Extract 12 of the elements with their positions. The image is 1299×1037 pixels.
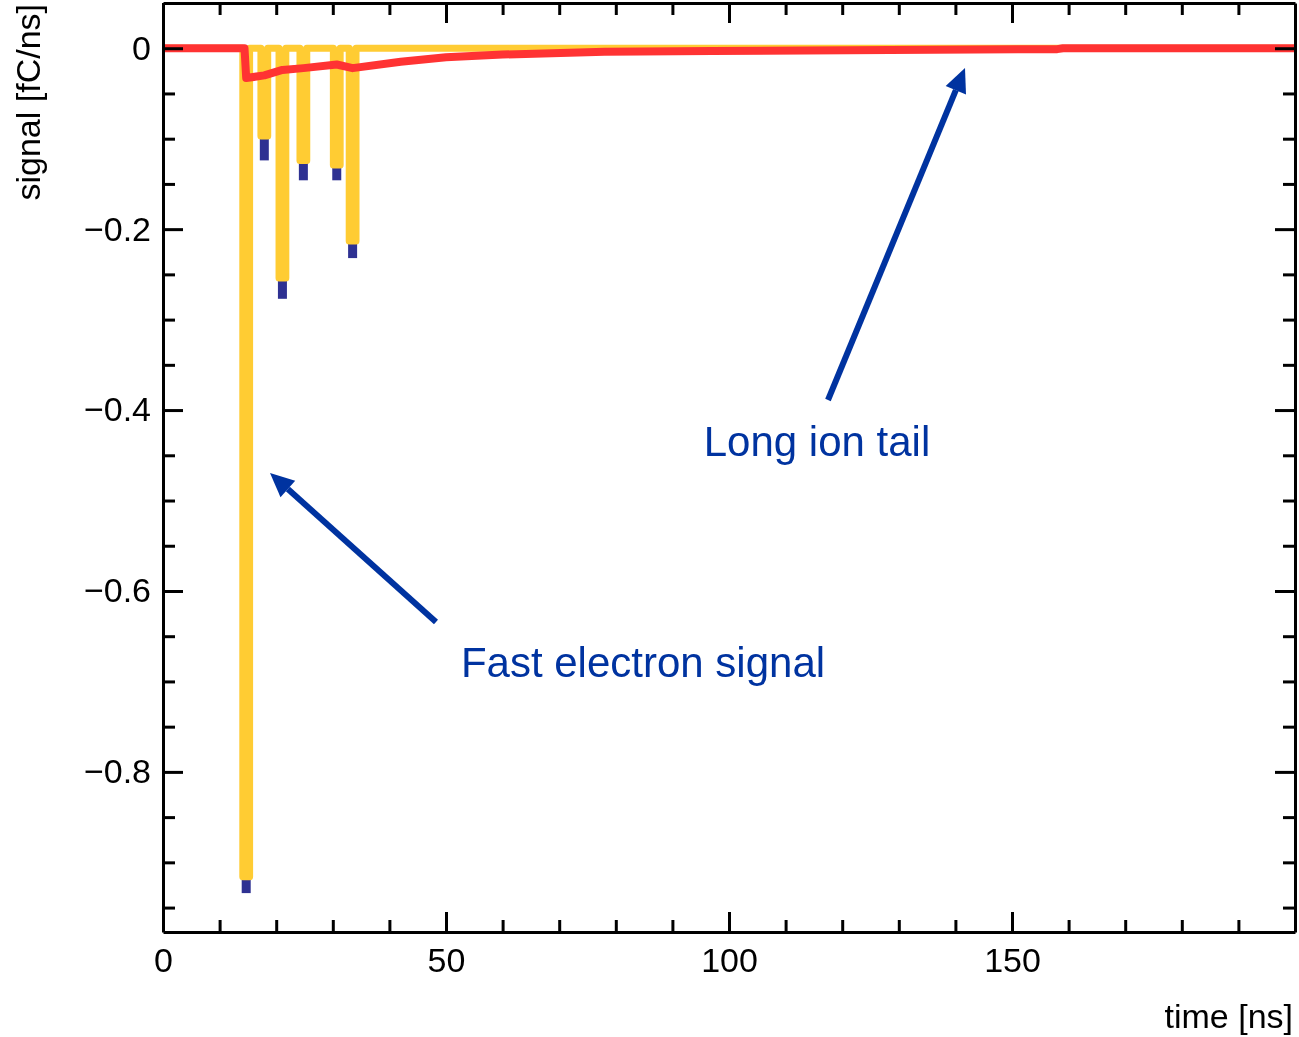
y-tick-label: −0.2 bbox=[83, 209, 151, 248]
y-tick-label: −0.8 bbox=[83, 752, 151, 791]
x-tick-label: 100 bbox=[701, 941, 758, 980]
x-tick-label: 50 bbox=[427, 941, 466, 980]
x-axis-title: time [ns] bbox=[1164, 997, 1293, 1035]
y-tick-label: 0 bbox=[132, 28, 151, 67]
y-tick-label: −0.4 bbox=[83, 390, 151, 429]
annotation: Fast electron signal bbox=[460, 639, 826, 686]
x-tick-label: 150 bbox=[984, 941, 1041, 980]
y-tick-label: −0.6 bbox=[83, 571, 151, 610]
annotation: Long ion tail bbox=[703, 418, 931, 465]
y-axis-title: signal [fC/ns] bbox=[9, 4, 47, 201]
